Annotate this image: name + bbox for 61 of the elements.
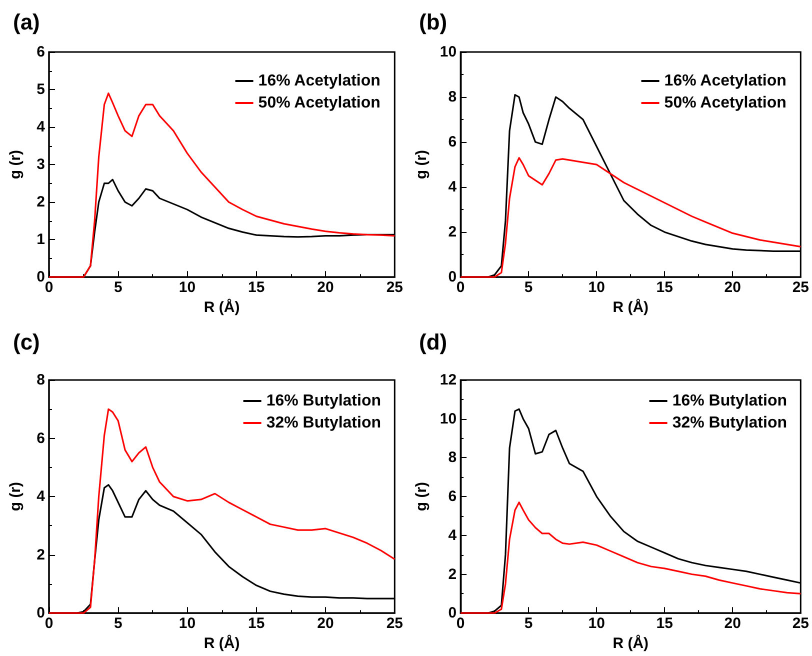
x-tick-label: 20 [317,279,334,296]
chart-title: (a) [13,10,40,34]
x-tick-label: 25 [792,615,809,632]
y-tick-label: 8 [448,449,457,466]
y-tick-label: 6 [448,488,457,506]
y-tick-label: 10 [440,44,457,60]
chart-title: (c) [13,330,40,354]
x-tick-label: 15 [248,615,265,632]
y-tick-label: 3 [36,156,45,174]
y-axis-title: g (r) [7,482,24,512]
y-tick-label: 6 [36,44,45,60]
y-tick-label: 4 [36,488,46,506]
y-tick-label: 4 [448,526,458,544]
x-axis-title: R (Å) [612,298,649,316]
x-tick-label: 20 [317,615,334,632]
x-tick-label: 10 [178,615,196,632]
y-tick-label: 6 [36,430,45,447]
x-axis-title: R (Å) [612,634,649,652]
x-tick-label: 15 [248,279,265,296]
x-axis-title: R (Å) [204,298,240,316]
legend-label: 50% Acetylation [258,94,380,112]
y-tick-label: 1 [36,231,45,248]
y-tick-label: 2 [36,546,45,564]
y-tick-label: 8 [448,88,457,106]
y-axis-title: g (r) [413,150,430,180]
y-tick-label: 2 [36,194,45,211]
x-tick-label: 10 [588,279,605,296]
x-tick-label: 25 [792,279,809,296]
legend-label: 32% Butylation [266,414,381,432]
x-tick-label: 25 [386,279,403,296]
legend-label: 16% Butylation [672,392,787,410]
y-tick-label: 12 [440,372,457,388]
y-tick-label: 8 [36,372,45,388]
x-tick-label: 25 [386,615,403,632]
y-tick-label: 4 [36,118,46,136]
x-tick-label: 20 [724,279,741,296]
legend-label: 32% Butylation [672,414,787,432]
x-tick-label: 5 [114,279,122,296]
x-tick-label: 15 [656,279,673,296]
legend-label: 16% Acetylation [258,72,380,90]
x-tick-label: 10 [178,279,196,296]
x-axis-title: R (Å) [204,634,240,652]
y-tick-label: 2 [448,224,457,241]
x-tick-label: 10 [588,615,605,632]
x-tick-label: 5 [114,615,122,632]
x-tick-label: 5 [524,615,533,632]
y-axis-title: g (r) [7,150,24,180]
x-tick-label: 15 [656,615,673,632]
y-tick-label: 4 [448,178,458,196]
chart-title: (d) [419,330,448,354]
legend-label: 16% Butylation [266,392,381,410]
y-axis-title: g (r) [413,482,430,512]
x-tick-label: 20 [724,615,741,632]
y-tick-label: 6 [448,134,457,151]
x-tick-label: 5 [524,279,533,296]
chart-title: (b) [419,10,448,34]
legend-label: 50% Acetylation [664,94,786,112]
legend-label: 16% Acetylation [664,72,786,90]
y-tick-label: 2 [448,566,457,583]
y-tick-label: 5 [36,81,45,98]
y-tick-label: 10 [440,410,457,428]
